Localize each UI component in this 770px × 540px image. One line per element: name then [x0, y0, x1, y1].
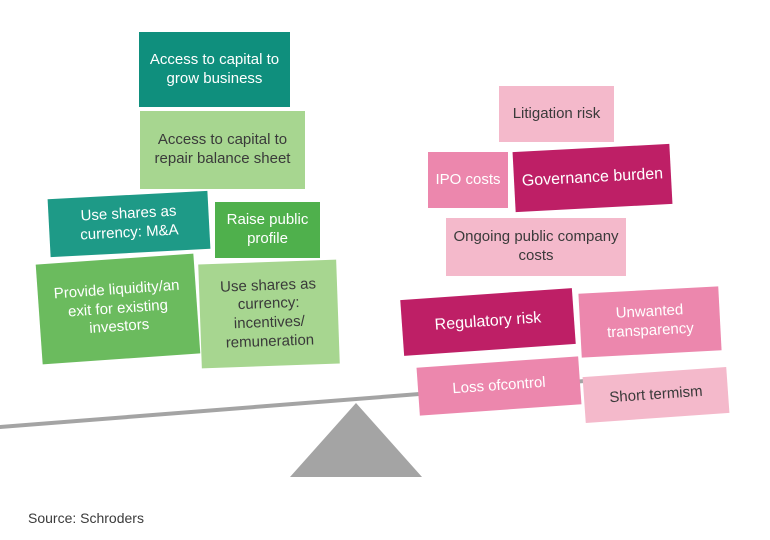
- box-label: Governance burden: [521, 164, 663, 191]
- box-label: Access to capital to repair balance shee…: [146, 131, 299, 169]
- box-label: Short termism: [609, 382, 703, 407]
- right-box-unwanted-trans: Unwanted transparency: [578, 286, 721, 357]
- box-label: Litigation risk: [513, 105, 601, 124]
- seesaw-infographic: Access to capital to grow business Access…: [0, 0, 770, 540]
- box-label: Unwanted transparency: [585, 300, 715, 344]
- source-attribution: Source: Schroders: [28, 510, 144, 526]
- box-label: Regulatory risk: [434, 308, 542, 335]
- box-label: Ongoing public company costs: [452, 228, 620, 266]
- left-box-shares-ma: Use shares as currency: M&A: [48, 191, 211, 257]
- left-box-liquidity-exit: Provide liquidity/an exit for existing i…: [36, 254, 201, 365]
- left-box-access-repair: Access to capital to repair balance shee…: [140, 111, 305, 189]
- box-label: Loss ofcontrol: [452, 373, 546, 398]
- right-box-ongoing-costs: Ongoing public company costs: [446, 218, 626, 276]
- seesaw-fulcrum: [290, 400, 422, 477]
- right-box-regulatory-risk: Regulatory risk: [400, 288, 575, 356]
- box-label: Access to capital to grow business: [145, 51, 284, 89]
- left-box-access-grow: Access to capital to grow business: [139, 32, 290, 107]
- source-label: Source: Schroders: [28, 510, 144, 526]
- box-label: Provide liquidity/an exit for existing i…: [43, 276, 193, 342]
- right-box-ipo-costs: IPO costs: [428, 152, 508, 208]
- box-label: Use shares as currency: incentives/ remu…: [205, 274, 334, 353]
- left-box-raise-profile: Raise public profile: [215, 202, 320, 258]
- right-box-loss-control: Loss ofcontrol: [417, 356, 582, 415]
- box-label: IPO costs: [435, 171, 500, 190]
- box-label: Use shares as currency: M&A: [54, 201, 204, 246]
- box-label: Raise public profile: [221, 211, 314, 249]
- right-box-litigation-risk: Litigation risk: [499, 86, 614, 142]
- left-box-shares-incent: Use shares as currency: incentives/ remu…: [198, 260, 340, 369]
- right-box-governance: Governance burden: [513, 144, 673, 212]
- right-box-short-termism: Short termism: [583, 367, 730, 423]
